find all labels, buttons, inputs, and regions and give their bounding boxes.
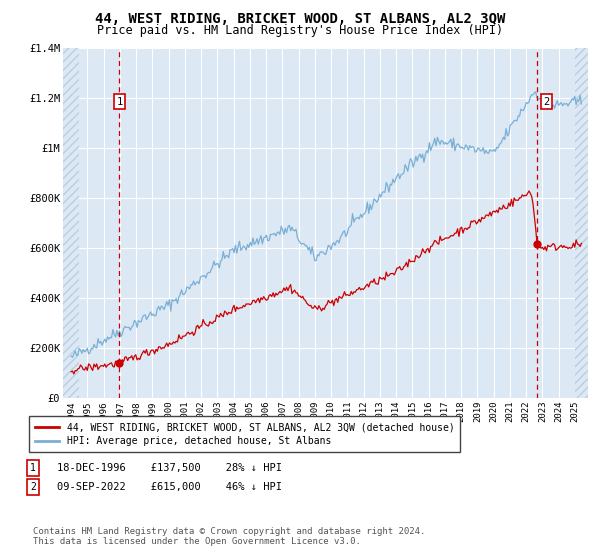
Text: Contains HM Land Registry data © Crown copyright and database right 2024.
This d: Contains HM Land Registry data © Crown c…	[33, 526, 425, 546]
Text: 2: 2	[30, 482, 36, 492]
Text: 18-DEC-1996    £137,500    28% ↓ HPI: 18-DEC-1996 £137,500 28% ↓ HPI	[57, 463, 282, 473]
Text: 09-SEP-2022    £615,000    46% ↓ HPI: 09-SEP-2022 £615,000 46% ↓ HPI	[57, 482, 282, 492]
Text: 2: 2	[543, 97, 550, 107]
Text: 1: 1	[116, 97, 122, 107]
Text: Price paid vs. HM Land Registry's House Price Index (HPI): Price paid vs. HM Land Registry's House …	[97, 24, 503, 36]
Text: 1: 1	[30, 463, 36, 473]
Legend: 44, WEST RIDING, BRICKET WOOD, ST ALBANS, AL2 3QW (detached house), HPI: Average: 44, WEST RIDING, BRICKET WOOD, ST ALBANS…	[29, 417, 460, 452]
Text: 44, WEST RIDING, BRICKET WOOD, ST ALBANS, AL2 3QW: 44, WEST RIDING, BRICKET WOOD, ST ALBANS…	[95, 12, 505, 26]
Bar	[63, 48, 79, 398]
Bar	[575, 48, 588, 398]
